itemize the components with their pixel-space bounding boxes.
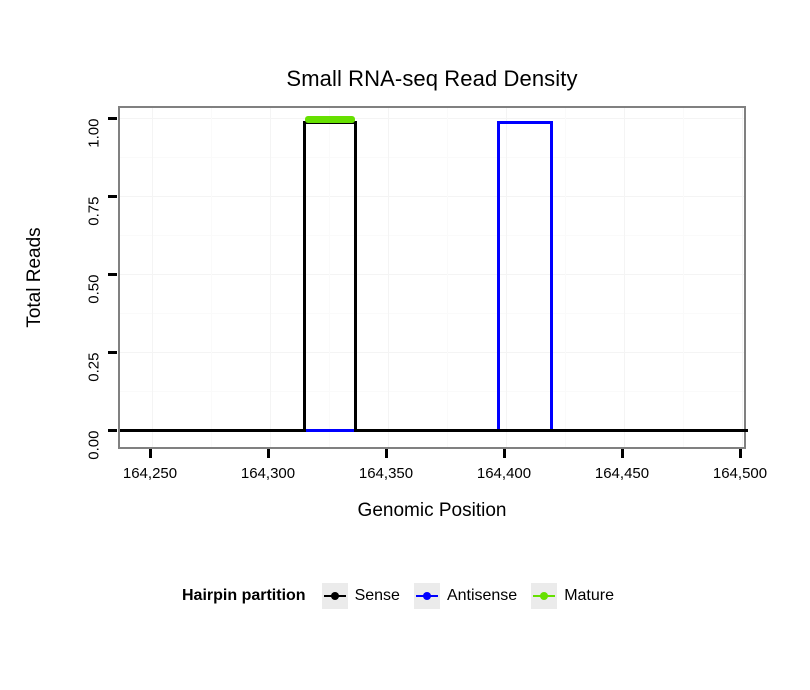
x-tick-label-0: 164,250 xyxy=(122,465,178,482)
x-tick-mark-5 xyxy=(739,449,742,458)
gridline-x-164450 xyxy=(624,108,625,447)
plot-panel xyxy=(118,106,748,449)
legend-key-antisense-icon xyxy=(413,583,440,609)
chart-title: Small RNA-seq Read Density xyxy=(286,66,578,91)
y-tick-label-4: 1.00 xyxy=(85,118,103,148)
x-tick-mark-3 xyxy=(503,449,506,458)
legend-key-sense-icon xyxy=(321,583,348,609)
gridline-y-0.75 xyxy=(120,196,744,197)
legend-entry-antisense[interactable]: Antisense xyxy=(413,583,518,609)
antisense-peak-top xyxy=(497,121,553,124)
sense-peak-left-edge xyxy=(303,121,306,432)
y-tick-mark-2 xyxy=(108,273,117,276)
legend-label-antisense: Antisense xyxy=(446,587,518,604)
y-tick-mark-0 xyxy=(108,429,117,432)
y-tick-label-1: 0.25 xyxy=(85,352,103,382)
x-tick-label-5: 164,500 xyxy=(712,465,768,482)
gridline-y-0.25 xyxy=(120,352,744,353)
x-tick-label-4: 164,450 xyxy=(594,465,650,482)
gridline-x-minor-1 xyxy=(211,108,212,447)
x-tick-mark-0 xyxy=(149,449,152,458)
legend-entry-sense[interactable]: Sense xyxy=(321,583,400,609)
x-tick-label-3: 164,400 xyxy=(476,465,532,482)
gridline-x-164500 xyxy=(742,108,743,447)
y-tick-label-3: 0.75 xyxy=(85,196,103,226)
gridline-x-164300 xyxy=(270,108,271,447)
gridline-x-minor-5 xyxy=(683,108,684,447)
antisense-peak-left-edge xyxy=(497,121,500,432)
gridline-y-0.50 xyxy=(120,274,744,275)
plot-area xyxy=(120,108,748,447)
gridline-y-minor-1 xyxy=(120,391,744,392)
x-tick-mark-2 xyxy=(385,449,388,458)
y-axis-title: Total Reads xyxy=(24,227,45,328)
gridline-x-164350 xyxy=(388,108,389,447)
gridline-x-minor-3 xyxy=(447,108,448,447)
x-tick-mark-1 xyxy=(267,449,270,458)
antisense-peak-right-edge xyxy=(550,121,553,432)
gridline-x-minor-2 xyxy=(329,108,330,447)
gridline-y-minor-2 xyxy=(120,313,744,314)
x-tick-label-2: 164,350 xyxy=(358,465,414,482)
y-tick-label-2: 0.50 xyxy=(85,274,103,304)
gridline-y-1.00 xyxy=(120,118,744,119)
y-tick-mark-1 xyxy=(108,351,117,354)
legend-key-mature-icon xyxy=(531,583,558,609)
x-axis-title: Genomic Position xyxy=(357,500,507,521)
x-tick-mark-4 xyxy=(621,449,624,458)
y-tick-mark-4 xyxy=(108,117,117,120)
gridline-x-164250 xyxy=(152,108,153,447)
chart-legend: Hairpin partition Sense Antisense Mature xyxy=(0,583,810,609)
sense-baseline-right xyxy=(357,429,748,432)
mature-annotation-bar xyxy=(305,116,355,123)
legend-label-sense: Sense xyxy=(354,587,400,604)
legend-label-mature: Mature xyxy=(564,587,614,604)
gridline-x-164400 xyxy=(506,108,507,447)
legend-entry-mature[interactable]: Mature xyxy=(531,583,614,609)
sense-baseline-left xyxy=(120,429,304,432)
gridline-y-minor-3 xyxy=(120,235,744,236)
x-tick-label-1: 164,300 xyxy=(240,465,296,482)
legend-title: Hairpin partition xyxy=(182,587,306,604)
sense-peak-right-edge xyxy=(354,121,357,432)
y-tick-mark-3 xyxy=(108,195,117,198)
gridline-x-minor-4 xyxy=(565,108,566,447)
gridline-y-minor-4 xyxy=(120,157,744,158)
